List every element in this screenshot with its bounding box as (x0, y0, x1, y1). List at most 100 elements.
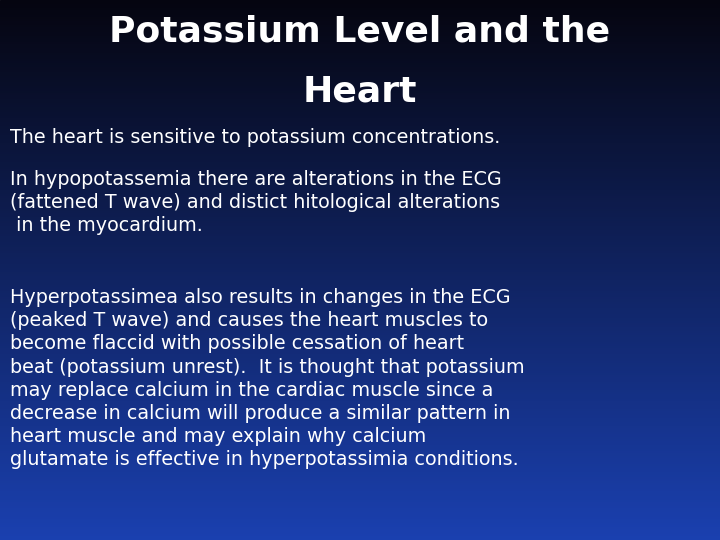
Bar (0, 306, 720, 308)
Bar (0, 215, 720, 217)
Bar (0, 168, 720, 171)
Bar (0, 298, 720, 300)
Bar (0, 515, 720, 517)
Bar (0, 232, 720, 234)
Bar (0, 350, 720, 352)
Bar (0, 393, 720, 394)
Bar (0, 42, 720, 44)
Bar (0, 274, 720, 276)
Bar (0, 354, 720, 356)
Bar (0, 173, 720, 175)
Bar (0, 74, 720, 76)
Bar (0, 479, 720, 481)
Bar (0, 372, 720, 373)
Bar (0, 175, 720, 177)
Bar (0, 399, 720, 401)
Bar (0, 237, 720, 238)
Bar (0, 261, 720, 264)
Bar (0, 519, 720, 521)
Bar (0, 340, 720, 342)
Bar (0, 451, 720, 454)
Bar (0, 314, 720, 316)
Bar (0, 456, 720, 458)
Bar (0, 21, 720, 23)
Bar (0, 61, 720, 63)
Bar (0, 380, 720, 382)
Bar (0, 198, 720, 200)
Bar (0, 95, 720, 97)
Bar (0, 310, 720, 312)
Bar (0, 247, 720, 249)
Bar (0, 188, 720, 190)
Bar (0, 485, 720, 487)
Bar (0, 238, 720, 240)
Bar (0, 179, 720, 181)
Bar (0, 312, 720, 314)
Bar (0, 279, 720, 281)
Bar (0, 167, 720, 168)
Bar (0, 523, 720, 525)
Bar (0, 230, 720, 232)
Bar (0, 129, 720, 131)
Bar (0, 194, 720, 196)
Bar (0, 363, 720, 365)
Bar (0, 529, 720, 531)
Bar (0, 76, 720, 78)
Bar (0, 295, 720, 298)
Bar (0, 445, 720, 447)
Bar (0, 447, 720, 449)
Bar (0, 226, 720, 228)
Bar (0, 460, 720, 462)
Bar (0, 348, 720, 350)
Bar (0, 438, 720, 441)
Bar (0, 498, 720, 500)
Bar (0, 112, 720, 114)
Bar (0, 270, 720, 272)
Bar (0, 123, 720, 124)
Bar (0, 135, 720, 137)
Bar (0, 375, 720, 377)
Text: In hypopotassemia there are alterations in the ECG
(fattened T wave) and distict: In hypopotassemia there are alterations … (10, 170, 502, 235)
Bar (0, 416, 720, 417)
Bar (0, 462, 720, 464)
Bar (0, 70, 720, 72)
Bar (0, 430, 720, 433)
Bar (0, 202, 720, 205)
Bar (0, 105, 720, 107)
Bar (0, 163, 720, 165)
Bar (0, 308, 720, 310)
Text: The heart is sensitive to potassium concentrations.: The heart is sensitive to potassium conc… (10, 128, 500, 147)
Bar (0, 487, 720, 489)
Bar (0, 57, 720, 59)
Bar (0, 512, 720, 515)
Text: Heart: Heart (302, 75, 418, 109)
Bar (0, 508, 720, 510)
Bar (0, 171, 720, 173)
Bar (0, 300, 720, 302)
Bar (0, 352, 720, 354)
Bar (0, 147, 720, 150)
Bar (0, 502, 720, 504)
Bar (0, 424, 720, 426)
Bar (0, 116, 720, 118)
Bar (0, 137, 720, 139)
Bar (0, 496, 720, 498)
Bar (0, 289, 720, 291)
Bar (0, 325, 720, 327)
Bar (0, 531, 720, 534)
Bar (0, 443, 720, 445)
Bar (0, 468, 720, 470)
Bar (0, 417, 720, 420)
Bar (0, 449, 720, 451)
Bar (0, 384, 720, 386)
Bar (0, 89, 720, 91)
Bar (0, 538, 720, 540)
Bar (0, 139, 720, 141)
Bar (0, 19, 720, 21)
Bar (0, 454, 720, 456)
Bar (0, 217, 720, 219)
Bar (0, 525, 720, 528)
Bar (0, 124, 720, 126)
Bar (0, 82, 720, 84)
Bar (0, 327, 720, 329)
